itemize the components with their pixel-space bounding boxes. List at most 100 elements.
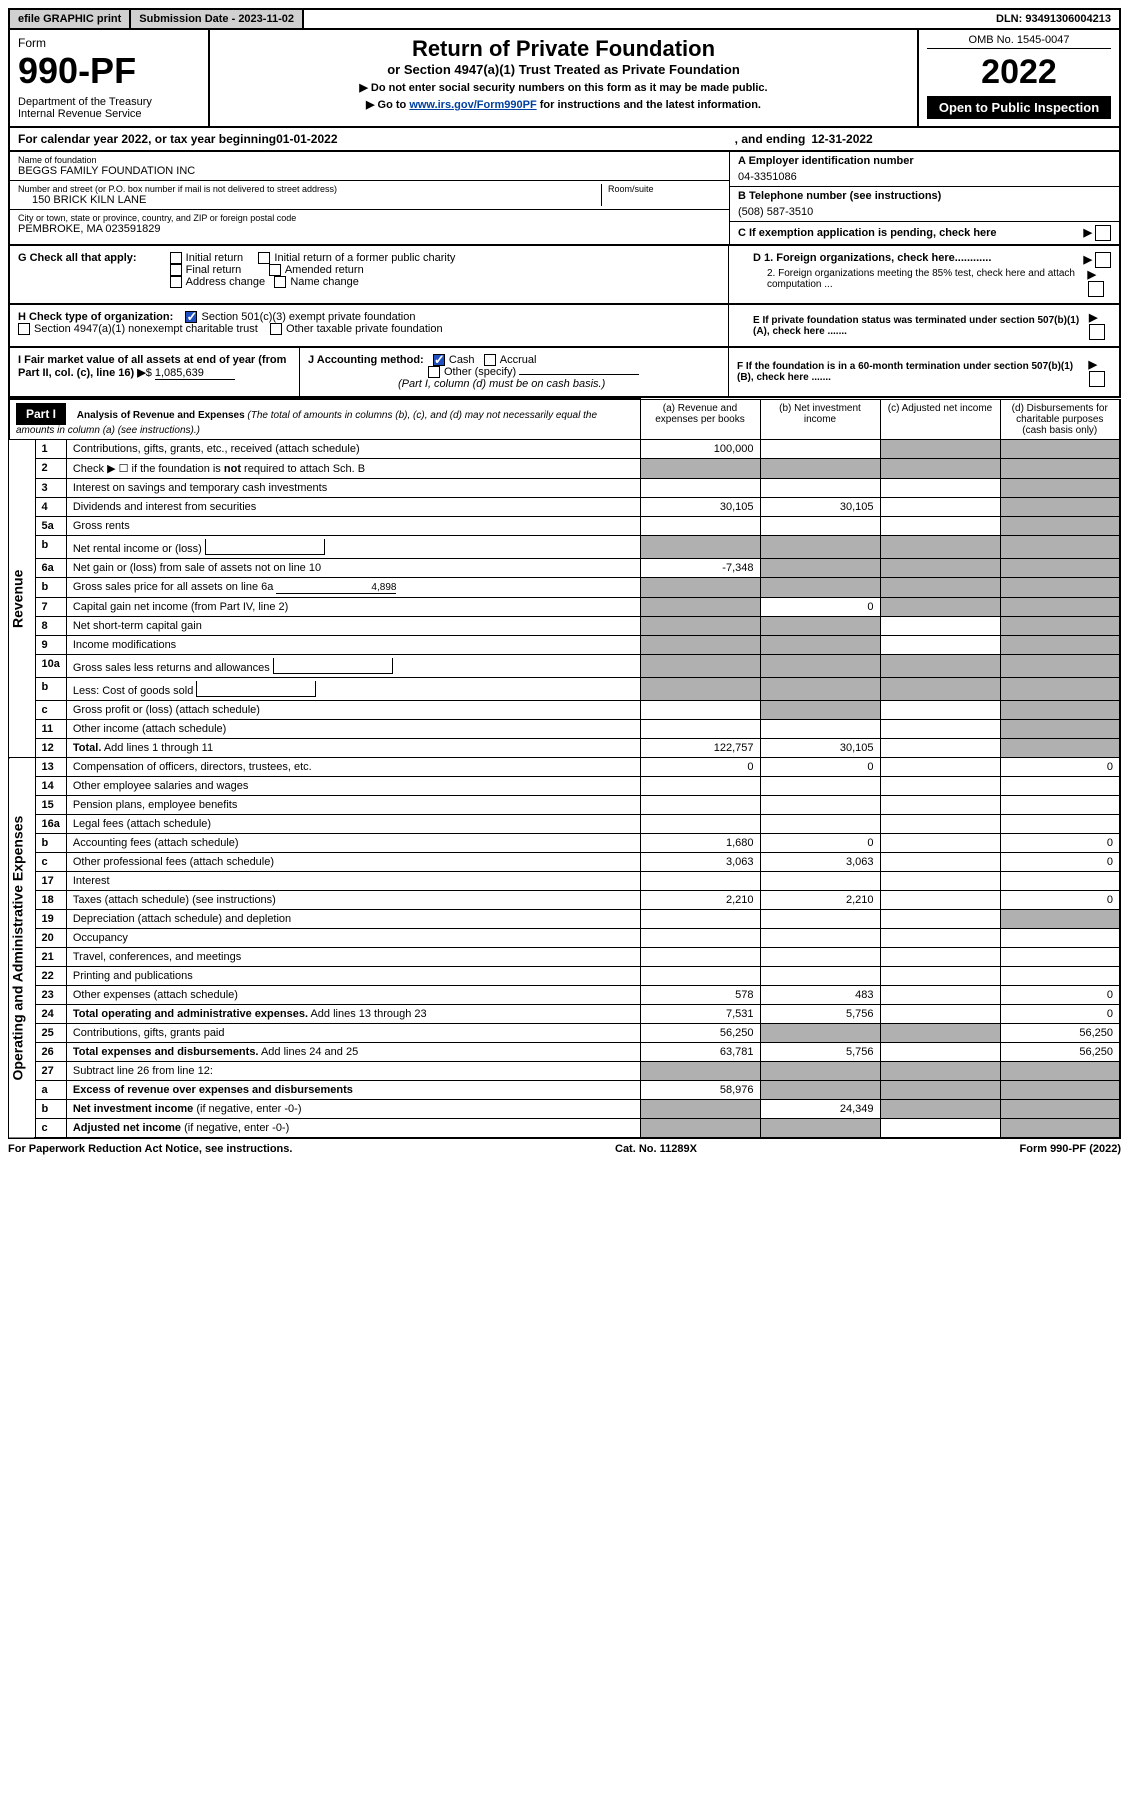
amount-cell: 0 (760, 598, 880, 617)
c-checkbox[interactable] (1095, 225, 1111, 241)
amount-cell: 63,781 (640, 1043, 760, 1062)
h-501c3-label: Section 501(c)(3) exempt private foundat… (201, 311, 415, 323)
g-label: G Check all that apply: (18, 252, 137, 264)
row-number: c (35, 853, 66, 872)
amount-cell (1000, 1062, 1120, 1081)
g-addr-change-checkbox[interactable] (170, 276, 182, 288)
calendar-year-row: For calendar year 2022, or tax year begi… (8, 128, 1121, 152)
g-final-checkbox[interactable] (170, 264, 182, 276)
amount-cell (880, 1043, 1000, 1062)
form990pf-link[interactable]: www.irs.gov/Form990PF (409, 99, 536, 111)
table-row: 18Taxes (attach schedule) (see instructi… (9, 891, 1120, 910)
amount-cell (880, 891, 1000, 910)
row-number: 19 (35, 910, 66, 929)
amount-cell (640, 1062, 760, 1081)
amount-cell (1000, 578, 1120, 598)
tax-year: 2022 (927, 53, 1111, 92)
footer-left: For Paperwork Reduction Act Notice, see … (8, 1143, 292, 1155)
amount-cell (880, 1005, 1000, 1024)
h-501c3-checkbox[interactable] (185, 311, 197, 323)
row-number: 24 (35, 1005, 66, 1024)
cal-pre: For calendar year 2022, or tax year begi… (18, 132, 276, 146)
row-number: 9 (35, 636, 66, 655)
table-row: bGross sales price for all assets on lin… (9, 578, 1120, 598)
row-description: Capital gain net income (from Part IV, l… (66, 598, 640, 617)
row-number: 7 (35, 598, 66, 617)
amount-cell (640, 578, 760, 598)
row-description: Net rental income or (loss) (66, 536, 640, 559)
instr-goto: ▶ Go to www.irs.gov/Form990PF for instru… (222, 98, 905, 111)
g-initial-former-checkbox[interactable] (258, 252, 270, 264)
row-number: b (35, 1100, 66, 1119)
h-label: H Check type of organization: (18, 311, 173, 323)
row-description: Contributions, gifts, grants paid (66, 1024, 640, 1043)
amount-cell: 483 (760, 986, 880, 1005)
form-title: Return of Private Foundation (222, 36, 905, 62)
row-number: 5a (35, 517, 66, 536)
row-number: 13 (35, 758, 66, 777)
g-name-change-label: Name change (290, 276, 359, 288)
amount-cell (640, 967, 760, 986)
row-number: 1 (35, 440, 66, 459)
submission-date: Submission Date - 2023-11-02 (131, 10, 304, 28)
amount-cell (880, 678, 1000, 701)
row-description: Occupancy (66, 929, 640, 948)
row-description: Other employee salaries and wages (66, 777, 640, 796)
amount-cell: 3,063 (760, 853, 880, 872)
amount-cell: -7,348 (640, 559, 760, 578)
amount-cell (880, 617, 1000, 636)
table-row: cAdjusted net income (if negative, enter… (9, 1119, 1120, 1139)
g-amended-checkbox[interactable] (269, 264, 281, 276)
row-description: Total operating and administrative expen… (66, 1005, 640, 1024)
amount-cell (1000, 872, 1120, 891)
amount-cell: 56,250 (1000, 1024, 1120, 1043)
amount-cell (760, 1119, 880, 1139)
table-row: 10aGross sales less returns and allowanc… (9, 655, 1120, 678)
g-amended-label: Amended return (285, 264, 364, 276)
h-other-checkbox[interactable] (270, 323, 282, 335)
row-number: b (35, 834, 66, 853)
row-number: 3 (35, 479, 66, 498)
part1-title: Analysis of Revenue and Expenses (77, 410, 245, 421)
row-description: Contributions, gifts, grants, etc., rece… (66, 440, 640, 459)
row-description: Total. Add lines 1 through 11 (66, 739, 640, 758)
efile-print-button[interactable]: efile GRAPHIC print (10, 10, 131, 28)
ein-label: A Employer identification number (738, 155, 1111, 167)
amount-cell (880, 1119, 1000, 1139)
table-row: 7Capital gain net income (from Part IV, … (9, 598, 1120, 617)
amount-cell: 7,531 (640, 1005, 760, 1024)
j-cash-checkbox[interactable] (433, 354, 445, 366)
table-row: 24Total operating and administrative exp… (9, 1005, 1120, 1024)
amount-cell (880, 853, 1000, 872)
dln-label: DLN: 93491306004213 (988, 10, 1119, 28)
j-accrual-checkbox[interactable] (484, 354, 496, 366)
row-description: Income modifications (66, 636, 640, 655)
amount-cell: 0 (760, 834, 880, 853)
row-description: Compensation of officers, directors, tru… (66, 758, 640, 777)
e-checkbox[interactable] (1089, 324, 1105, 340)
amount-cell: 30,105 (760, 498, 880, 517)
table-row: 20Occupancy (9, 929, 1120, 948)
row-description: Total expenses and disbursements. Add li… (66, 1043, 640, 1062)
amount-cell (1000, 636, 1120, 655)
g-initial-checkbox[interactable] (170, 252, 182, 264)
amount-cell (1000, 536, 1120, 559)
amount-cell (880, 655, 1000, 678)
amount-cell (880, 598, 1000, 617)
d1-checkbox[interactable] (1095, 252, 1111, 268)
amount-cell: 3,063 (640, 853, 760, 872)
amount-cell (640, 1119, 760, 1139)
d2-checkbox[interactable] (1088, 281, 1104, 297)
row-number: 4 (35, 498, 66, 517)
row-number: 26 (35, 1043, 66, 1062)
j-accrual-label: Accrual (500, 354, 537, 366)
f-checkbox[interactable] (1089, 371, 1105, 387)
table-row: 6aNet gain or (loss) from sale of assets… (9, 559, 1120, 578)
col-c-header: (c) Adjusted net income (880, 399, 1000, 440)
h-4947-checkbox[interactable] (18, 323, 30, 335)
amount-cell (760, 796, 880, 815)
e-label: E If private foundation status was termi… (753, 315, 1089, 337)
row-description: Other expenses (attach schedule) (66, 986, 640, 1005)
g-name-change-checkbox[interactable] (274, 276, 286, 288)
amount-cell (1000, 479, 1120, 498)
